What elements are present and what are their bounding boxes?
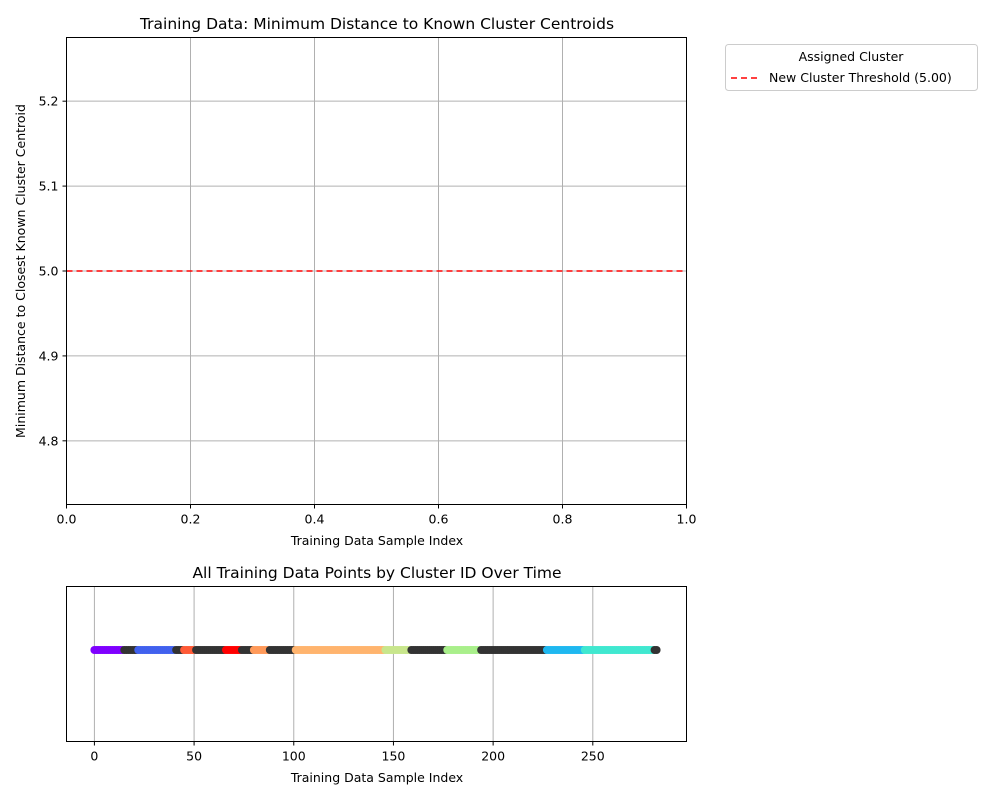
top-x-tick-label: 0.8 xyxy=(553,512,573,527)
bottom-x-tick-label: 250 xyxy=(581,749,605,764)
bottom-chart-title: All Training Data Points by Cluster ID O… xyxy=(192,564,561,582)
bottom-x-tick-label: 200 xyxy=(481,749,505,764)
bottom-grid xyxy=(93,586,594,742)
top-y-ticks: 4.8 4.9 5.0 5.1 5.2 xyxy=(39,94,67,448)
data-point xyxy=(652,646,661,654)
top-x-tick-label: 0.4 xyxy=(305,512,325,527)
bottom-points xyxy=(90,646,661,654)
top-x-tick-label: 0.6 xyxy=(429,512,449,527)
top-x-tick-label: 1.0 xyxy=(677,512,697,527)
top-x-ticks: 0.0 0.2 0.4 0.6 0.8 1.0 xyxy=(57,504,697,527)
top-y-tick-label: 4.8 xyxy=(39,433,59,448)
bottom-x-tick-label: 150 xyxy=(382,749,406,764)
bottom-x-tick-label: 100 xyxy=(282,749,306,764)
bottom-x-ticks: 0 50 100 150 200 250 xyxy=(90,741,605,764)
bottom-x-tick-label: 0 xyxy=(90,749,98,764)
legend: Assigned Cluster New Cluster Threshold (… xyxy=(725,44,978,91)
top-y-tick-label: 5.0 xyxy=(39,264,59,279)
top-y-tick-label: 5.2 xyxy=(39,94,59,109)
legend-box xyxy=(725,44,978,91)
bottom-x-axis-label: Training Data Sample Index xyxy=(290,770,463,785)
top-chart-title: Training Data: Minimum Distance to Known… xyxy=(139,15,614,33)
top-x-axis-label: Training Data Sample Index xyxy=(290,533,463,548)
bottom-x-tick-label: 50 xyxy=(186,749,202,764)
bottom-plot-frame xyxy=(66,586,687,742)
top-y-tick-label: 5.1 xyxy=(39,179,59,194)
legend-title: Assigned Cluster xyxy=(799,49,905,64)
legend-threshold-label: New Cluster Threshold (5.00) xyxy=(769,70,952,85)
top-y-axis-label: Minimum Distance to Closest Known Cluste… xyxy=(13,104,28,438)
top-y-tick-label: 4.9 xyxy=(39,348,59,363)
top-chart: 0.0 0.2 0.4 0.6 0.8 1.0 4.8 4.9 5.0 5.1 5.2 Train… xyxy=(13,15,696,548)
top-x-tick-label: 0.0 xyxy=(57,512,77,527)
bottom-chart: 0 50 100 150 200 250 All Training Data Points… xyxy=(66,564,687,785)
top-x-tick-label: 0.2 xyxy=(181,512,201,527)
